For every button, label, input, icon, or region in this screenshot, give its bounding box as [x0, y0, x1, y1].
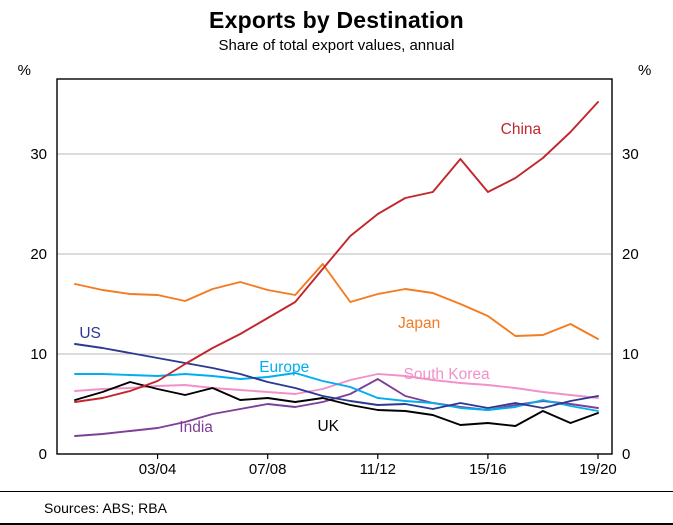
- x-tick-label: 03/04: [139, 461, 177, 478]
- x-tick-label: 19/20: [579, 461, 617, 478]
- series-line-europe: [74, 372, 599, 412]
- y-tick-label-right: 10: [622, 346, 639, 363]
- y-tick-label-left: 20: [30, 246, 47, 263]
- series-line-uk: [74, 381, 599, 427]
- series-label-china: China: [501, 121, 542, 138]
- chart-title: Exports by Destination: [209, 7, 464, 33]
- series-line-japan: [74, 263, 599, 340]
- unit-label-left: %: [18, 62, 31, 79]
- series-line-south-korea: [74, 373, 599, 399]
- series-label-india: India: [179, 419, 213, 436]
- sources-note: Sources: ABS; RBA: [44, 500, 167, 516]
- chart-subtitle: Share of total export values, annual: [218, 37, 455, 54]
- y-tick-label-left: 30: [30, 146, 47, 163]
- series-label-europe: Europe: [259, 359, 309, 376]
- unit-label-right: %: [638, 62, 651, 79]
- x-tick-label: 07/08: [249, 461, 287, 478]
- series-line-china: [74, 101, 599, 403]
- chart-area: 0 0 10 10 20 20 30 30%% 03/04 07/08 11/12 15/16 19/2…: [0, 57, 673, 489]
- y-tick-label-right: 30: [622, 146, 639, 163]
- y-tick-label-right: 0: [622, 446, 630, 463]
- series-line-us: [74, 343, 599, 410]
- series-label-japan: Japan: [398, 315, 440, 332]
- y-tick-label-left: 10: [30, 346, 47, 363]
- x-tick-label: 11/12: [360, 461, 396, 478]
- series-label-south-korea: South Korea: [404, 366, 491, 383]
- y-tick-label-right: 20: [622, 246, 639, 263]
- chart-footer: Sources: ABS; RBA: [0, 491, 673, 525]
- plot-border: [56, 78, 613, 455]
- series-label-us: US: [79, 325, 101, 342]
- line-chart: 0 0 10 10 20 20 30 30% % 03/04 07/08 11/12 15/16 19/2…: [18, 62, 652, 478]
- series-label-uk: UK: [317, 418, 339, 435]
- y-tick-label-left: 0: [39, 446, 47, 463]
- x-tick-label: 15/16: [469, 461, 507, 478]
